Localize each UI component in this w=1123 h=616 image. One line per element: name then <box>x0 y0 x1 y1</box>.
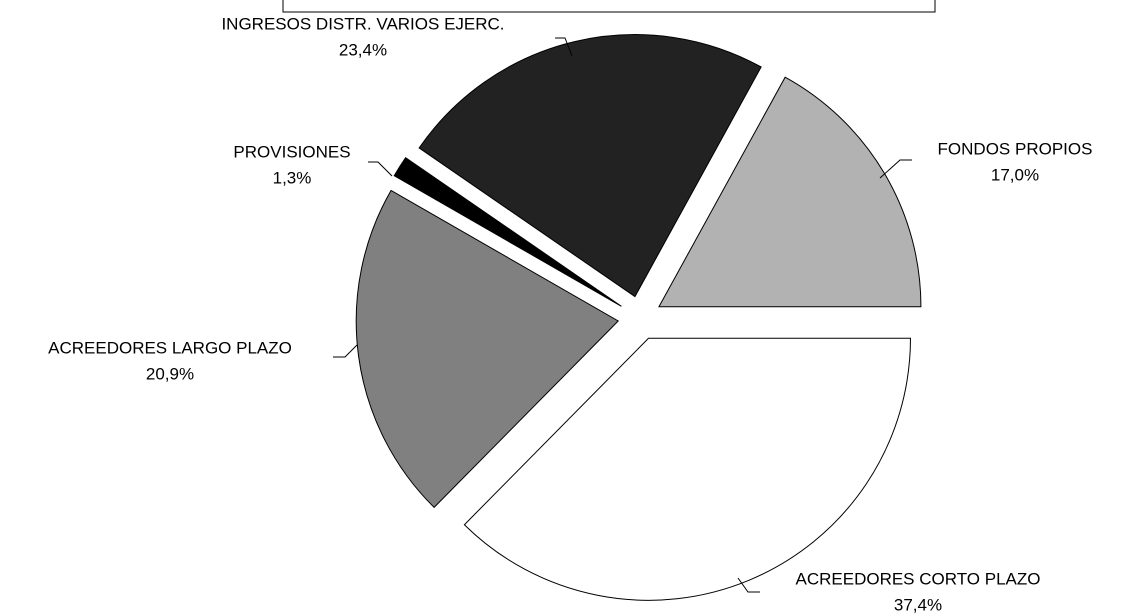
slice-value-label: 17,0% <box>991 165 1039 184</box>
leader-line <box>737 577 760 593</box>
leader-line <box>555 37 573 57</box>
pie-slice <box>418 34 762 298</box>
slice-value-label: 23,4% <box>339 40 387 59</box>
slice-label: ACREEDORES LARGO PLAZO <box>48 338 292 357</box>
leader-line <box>333 344 358 358</box>
title-box <box>282 0 936 13</box>
pie-slice <box>393 156 622 307</box>
slice-label: PROVISIONES <box>233 142 350 161</box>
pie-slice <box>355 189 620 509</box>
slice-label: INGRESOS DISTR. VARIOS EJERC. <box>221 14 504 33</box>
slice-value-label: 1,3% <box>273 168 312 187</box>
slice-value-label: 20,9% <box>146 364 194 383</box>
pie-slice <box>463 337 911 601</box>
leader-line <box>879 159 912 179</box>
slice-label: ACREEDORES CORTO PLAZO <box>796 569 1041 588</box>
slice-value-label: 37,4% <box>894 595 942 614</box>
slice-label: FONDOS PROPIOS <box>938 139 1093 158</box>
leader-line <box>368 161 393 177</box>
